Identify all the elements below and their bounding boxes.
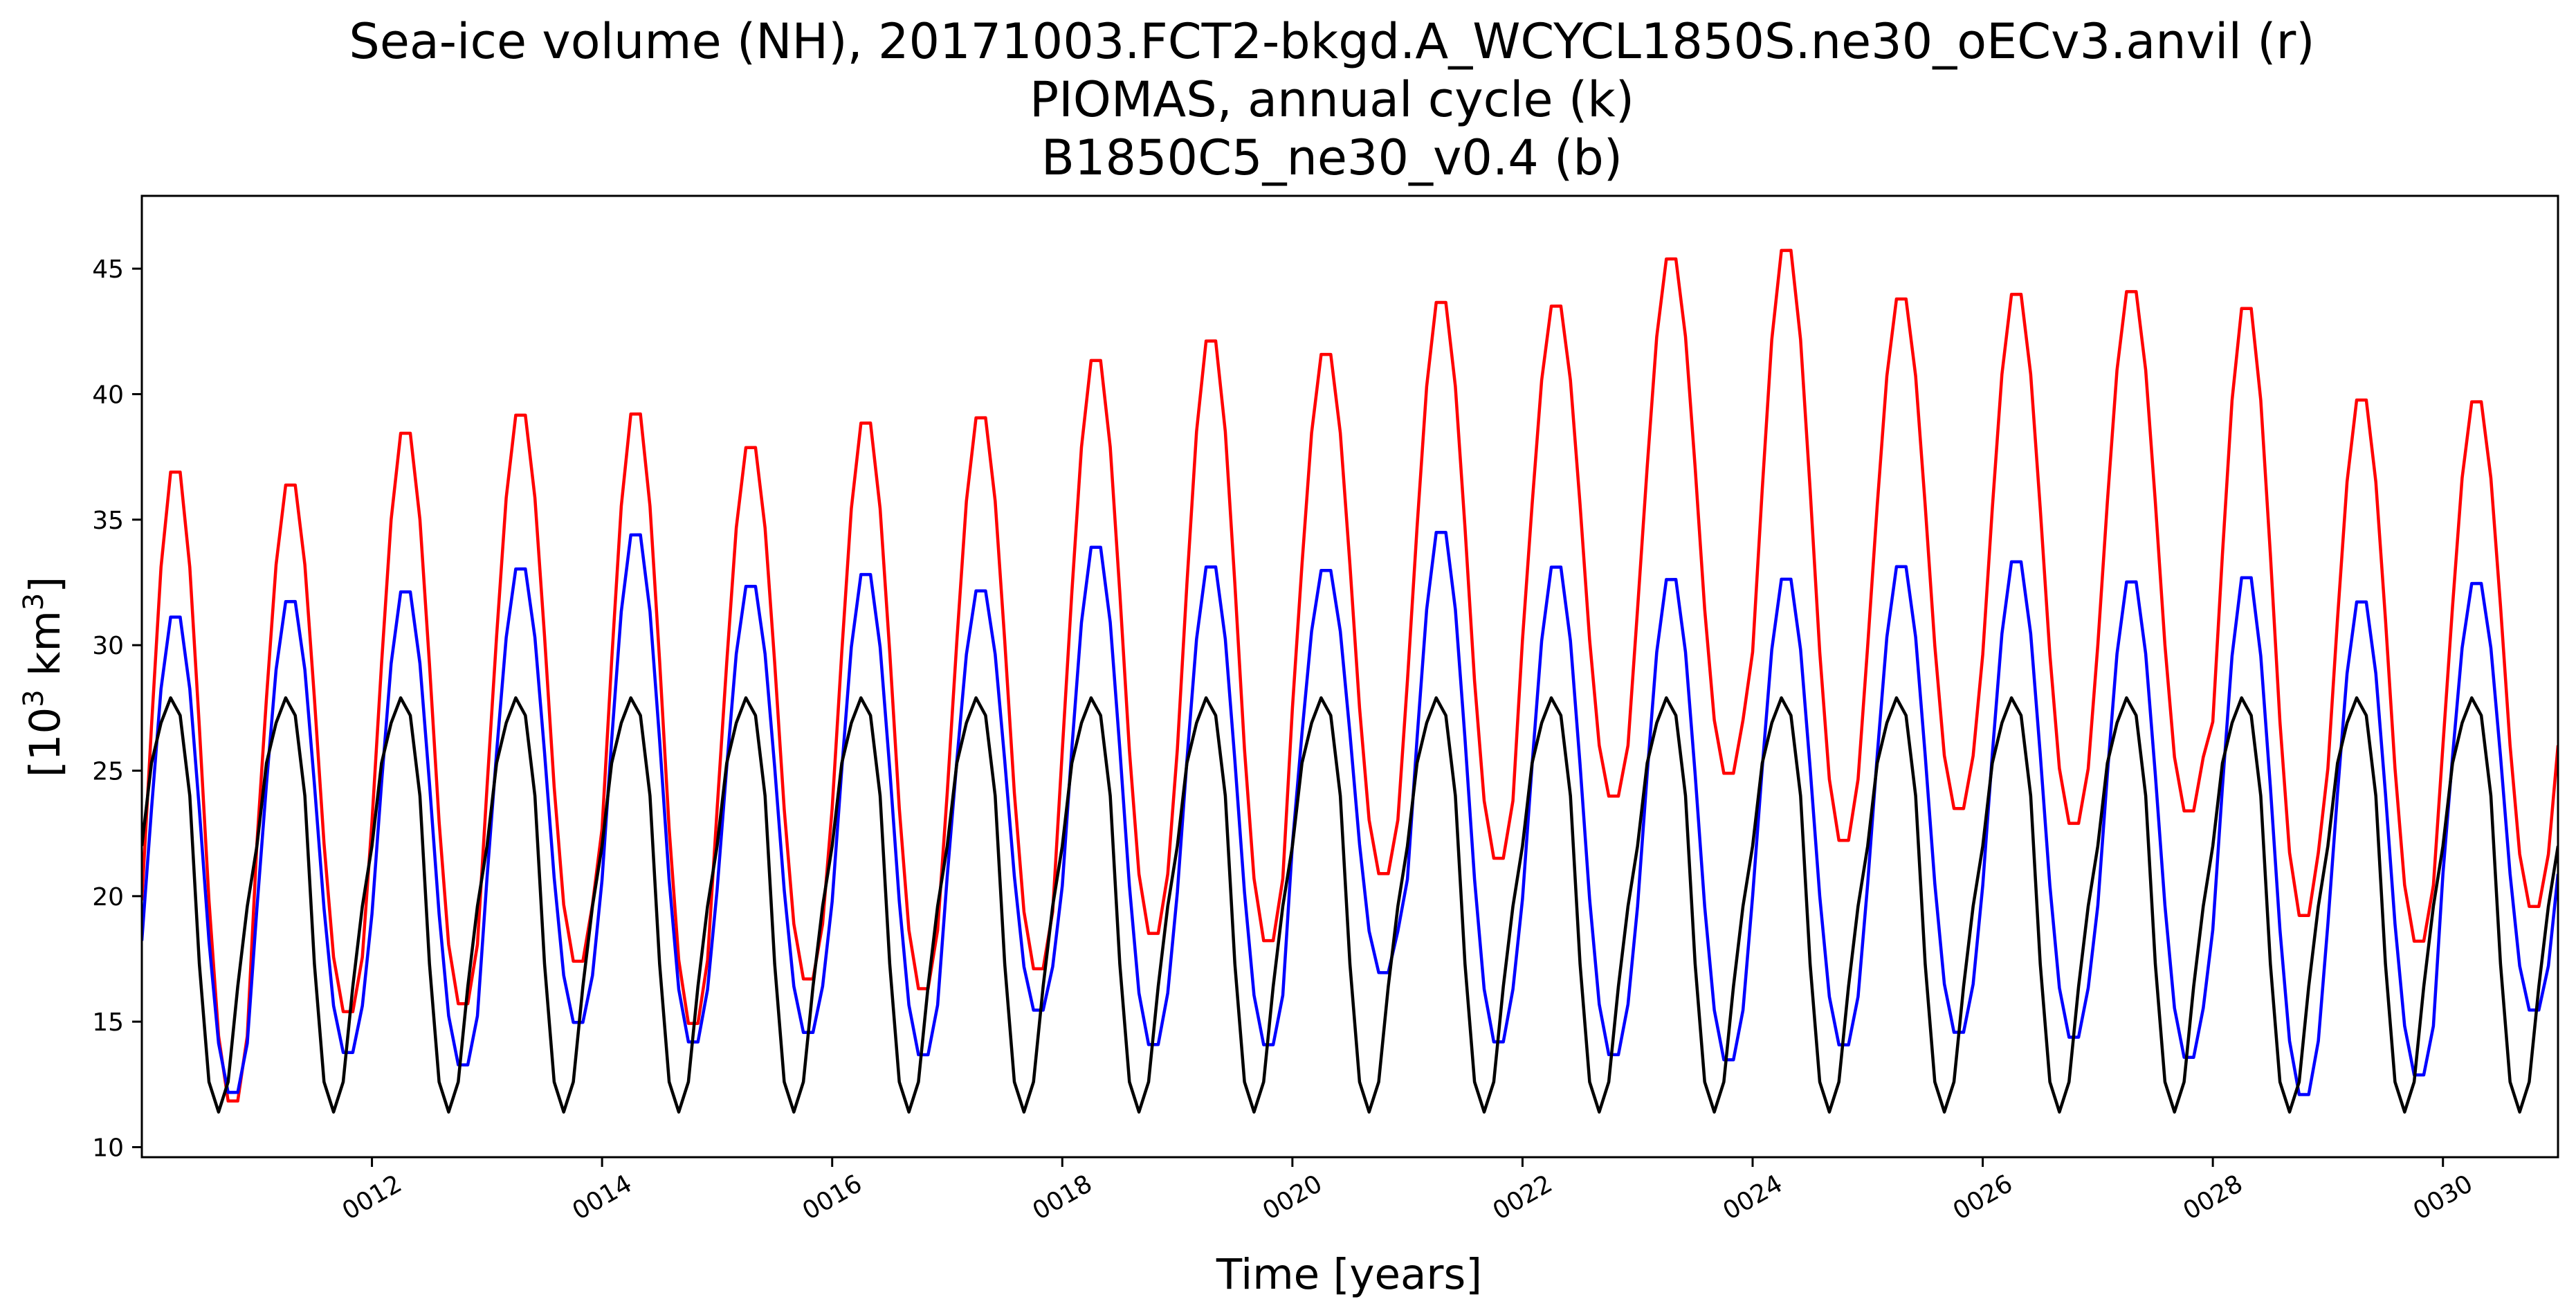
plot-frame <box>140 194 2559 1159</box>
chart-title-line-1: Sea-ice volume (NH), 20171003.FCT2-bkgd.… <box>349 13 2314 70</box>
y-tick-label: 45 <box>92 255 124 284</box>
y-tick-label: 40 <box>92 381 124 410</box>
y-tick-label: 30 <box>92 632 124 660</box>
y-tick-label: 15 <box>92 1008 124 1037</box>
chart-title-line-3: B1850C5_ne30_v0.4 (b) <box>1041 129 1623 186</box>
y-axis-label-exponent-1: 3 <box>18 689 50 707</box>
y-axis-ticks: 10 15 20 25 30 35 40 45 <box>92 255 142 1162</box>
series-layer <box>142 248 2558 1114</box>
series-line-3 <box>142 696 2558 1114</box>
y-axis-label-close: ] <box>21 577 70 593</box>
series-line-2 <box>142 531 2558 1096</box>
y-tick-label: 10 <box>92 1134 124 1162</box>
x-axis-label: Time [years] <box>1216 1250 1482 1299</box>
chart-title-line-2: PIOMAS, annual cycle (k) <box>1030 71 1634 128</box>
y-axis-label-exponent-2: 3 <box>18 593 50 610</box>
y-axis-label-unit: km <box>21 610 70 689</box>
y-axis-label: [103 km3] <box>18 577 70 777</box>
y-tick-label: 35 <box>92 507 124 535</box>
y-axis-label-base: [10 <box>21 707 70 777</box>
series-line-1 <box>142 248 2558 1103</box>
y-tick-label: 25 <box>92 757 124 786</box>
y-tick-label: 20 <box>92 883 124 912</box>
